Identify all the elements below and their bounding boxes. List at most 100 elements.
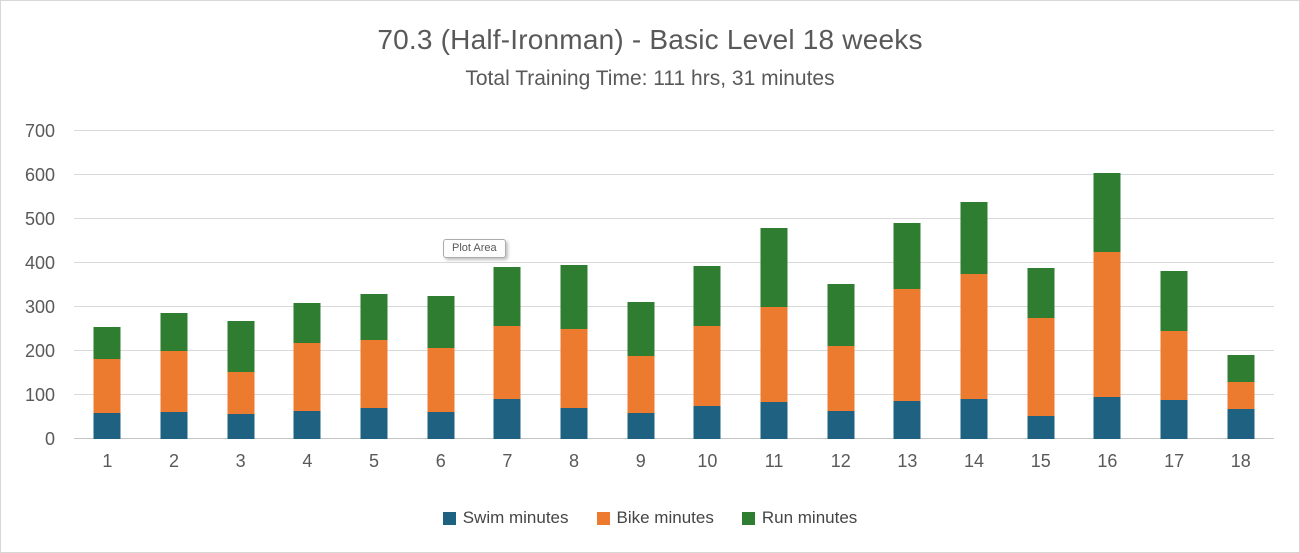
run-segment[interactable] (293, 303, 321, 344)
bar-group (807, 131, 874, 439)
bar-group (1074, 131, 1141, 439)
run-segment[interactable] (1093, 172, 1121, 253)
x-tick-label: 15 (1030, 451, 1051, 471)
run-segment[interactable] (960, 202, 988, 275)
run-segment[interactable] (360, 293, 388, 340)
chart-title: 70.3 (Half-Ironman) - Basic Level 18 wee… (377, 24, 923, 55)
gridline (74, 130, 1274, 131)
bar-week-5[interactable] (360, 293, 388, 439)
swim-segment[interactable] (493, 399, 521, 439)
run-segment[interactable] (693, 265, 721, 327)
x-tick-label: 12 (830, 451, 851, 471)
bar-week-16[interactable] (1093, 172, 1121, 439)
bike-segment[interactable] (827, 346, 855, 411)
run-segment[interactable] (93, 326, 121, 360)
swim-segment[interactable] (93, 412, 121, 439)
legend-item-bike[interactable]: Bike minutes (596, 508, 714, 528)
swim-segment[interactable] (760, 402, 788, 439)
bar-week-8[interactable] (560, 264, 588, 439)
bike-segment[interactable] (493, 325, 521, 399)
bar-week-18[interactable] (1227, 355, 1255, 439)
x-tick-label: 8 (569, 451, 580, 471)
bike-segment[interactable] (293, 343, 321, 411)
bike-segment[interactable] (427, 348, 455, 413)
run-segment[interactable] (427, 295, 455, 349)
y-tick-label: 600 (24, 165, 55, 185)
bar-week-10[interactable] (693, 265, 721, 439)
swim-segment[interactable] (893, 401, 921, 439)
bike-segment[interactable] (160, 350, 188, 412)
y-tick-label: 200 (24, 341, 55, 361)
bar-group (341, 131, 408, 439)
bike-segment[interactable] (560, 328, 588, 409)
bar-week-17[interactable] (1160, 271, 1188, 439)
run-segment[interactable] (760, 228, 788, 308)
run-segment[interactable] (1160, 271, 1188, 331)
bike-segment[interactable] (893, 289, 921, 402)
gridline (74, 262, 1274, 263)
swim-segment[interactable] (1027, 415, 1055, 439)
bike-segment[interactable] (93, 359, 121, 413)
bike-segment[interactable] (627, 355, 655, 413)
bar-week-7[interactable] (493, 267, 521, 439)
x-tick-label: 18 (1230, 451, 1251, 471)
bar-week-6[interactable] (427, 295, 455, 439)
swim-segment[interactable] (227, 414, 255, 439)
bar-week-9[interactable] (627, 302, 655, 439)
bike-segment[interactable] (760, 307, 788, 402)
bar-week-1[interactable] (93, 326, 121, 439)
run-segment[interactable] (560, 264, 588, 329)
run-segment[interactable] (160, 312, 188, 351)
bar-week-14[interactable] (960, 202, 988, 439)
swim-segment[interactable] (427, 412, 455, 439)
run-segment[interactable] (827, 284, 855, 347)
x-tick-label: 4 (302, 451, 313, 471)
bike-segment[interactable] (960, 274, 988, 400)
swim-segment[interactable] (827, 410, 855, 439)
bar-week-4[interactable] (293, 303, 321, 439)
bike-segment[interactable] (693, 326, 721, 406)
bar-week-11[interactable] (760, 228, 788, 439)
x-tick-label: 6 (435, 451, 446, 471)
bike-segment[interactable] (227, 372, 255, 415)
legend-item-run[interactable]: Run minutes (741, 508, 857, 528)
legend-item-swim[interactable]: Swim minutes (442, 508, 569, 528)
swim-segment[interactable] (560, 408, 588, 439)
bar-group (141, 131, 208, 439)
bike-segment[interactable] (1160, 330, 1188, 400)
bike-segment[interactable] (1227, 382, 1255, 409)
bar-week-3[interactable] (227, 321, 255, 439)
swim-segment[interactable] (1227, 408, 1255, 439)
swim-segment[interactable] (293, 410, 321, 439)
bike-segment[interactable] (360, 339, 388, 409)
swim-segment[interactable] (693, 406, 721, 439)
run-segment[interactable] (627, 302, 655, 356)
swim-segment[interactable] (160, 411, 188, 439)
swim-segment[interactable] (1160, 399, 1188, 439)
x-tick-label: 13 (897, 451, 918, 471)
bar-week-15[interactable] (1027, 267, 1055, 439)
run-segment[interactable] (493, 267, 521, 326)
x-tick-label: 2 (169, 451, 180, 471)
x-tick-label: 5 (369, 451, 380, 471)
bar-group (274, 131, 341, 439)
swim-segment[interactable] (960, 399, 988, 439)
bar-week-2[interactable] (160, 312, 188, 439)
bar-group (1207, 131, 1274, 439)
swim-segment[interactable] (1093, 397, 1121, 439)
bike-segment[interactable] (1093, 252, 1121, 398)
plot-area[interactable] (74, 130, 1274, 439)
swim-segment[interactable] (360, 408, 388, 439)
bar-week-12[interactable] (827, 284, 855, 439)
legend-label: Bike minutes (616, 508, 714, 527)
run-segment[interactable] (227, 321, 255, 373)
run-segment[interactable] (1227, 355, 1255, 383)
y-tick-label: 500 (24, 209, 55, 229)
swim-segment[interactable] (627, 413, 655, 439)
run-segment[interactable] (1027, 267, 1055, 319)
run-segment[interactable] (893, 222, 921, 290)
bar-week-13[interactable] (893, 222, 921, 439)
y-tick-label: 100 (24, 385, 55, 405)
bike-segment[interactable] (1027, 318, 1055, 416)
